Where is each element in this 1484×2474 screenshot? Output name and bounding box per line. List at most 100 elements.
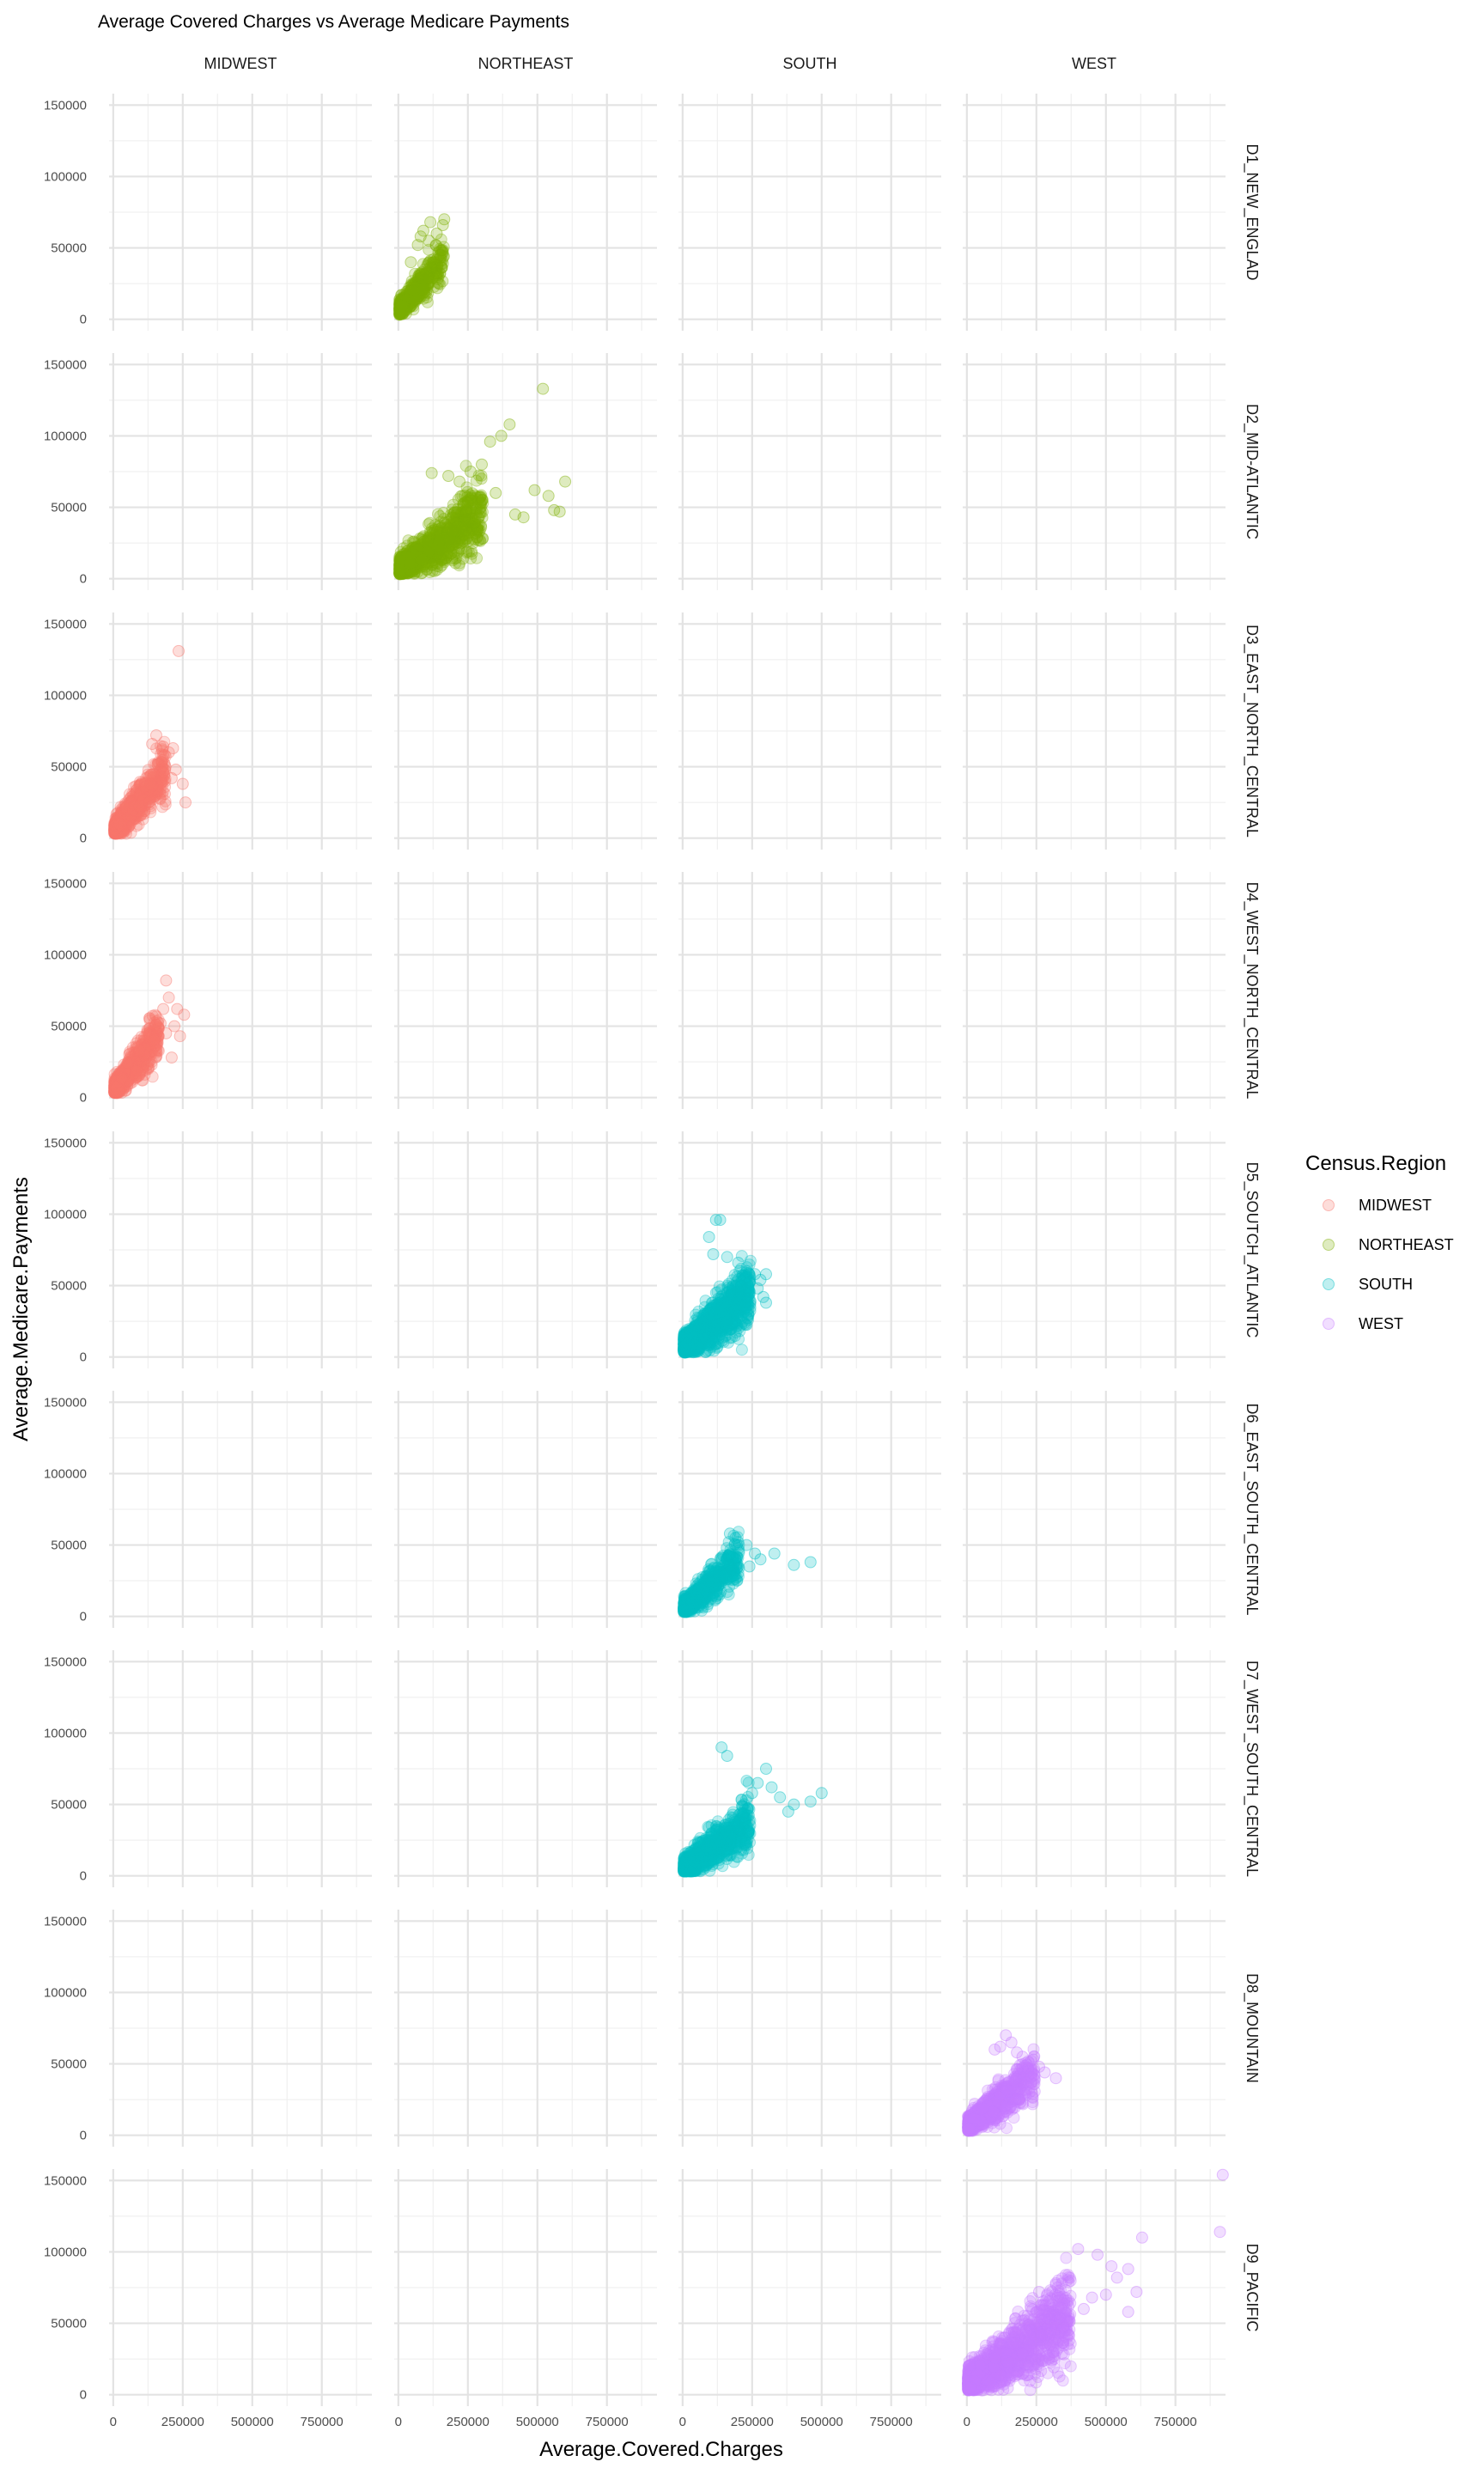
scatter-point <box>131 1064 143 1077</box>
scatter-point <box>398 294 411 307</box>
scatter-point <box>433 277 445 289</box>
scatter-point <box>409 283 422 296</box>
scatter-point <box>413 292 426 305</box>
scatter-point <box>423 269 436 282</box>
scatter-point <box>417 272 429 285</box>
scatter-point <box>394 302 407 314</box>
scatter-point <box>414 272 427 285</box>
scatter-point <box>405 285 418 298</box>
scatter-point <box>416 283 429 295</box>
scatter-point <box>437 251 450 263</box>
scatter-point <box>434 509 447 522</box>
scatter-point <box>417 283 429 296</box>
scatter-point <box>411 292 423 305</box>
scatter-point <box>397 297 410 310</box>
scatter-point <box>453 475 466 488</box>
facet-panel <box>678 1650 941 1887</box>
scatter-point <box>409 267 422 280</box>
facet-panel <box>109 1650 372 1887</box>
scatter-point <box>396 298 409 311</box>
scatter-point <box>429 258 441 271</box>
scatter-point <box>396 301 409 314</box>
scatter-point <box>412 277 425 290</box>
scatter-point <box>436 246 449 259</box>
scatter-point <box>414 282 427 295</box>
scatter-point <box>423 256 435 269</box>
scatter-point <box>393 303 406 316</box>
scatter-point <box>430 260 443 273</box>
scatter-point <box>398 302 411 315</box>
facet-panel <box>678 353 941 590</box>
scatter-point <box>399 290 411 302</box>
facet-panel <box>394 1131 657 1368</box>
scatter-point <box>396 302 409 315</box>
scatter-point <box>162 991 175 1004</box>
scatter-point <box>413 272 426 285</box>
scatter-point <box>422 258 435 271</box>
scatter-point <box>148 1033 161 1046</box>
scatter-point <box>399 296 412 309</box>
scatter-point <box>417 278 429 291</box>
scatter-point <box>405 288 418 301</box>
scatter-point <box>154 1017 167 1030</box>
scatter-point <box>418 285 431 298</box>
scatter-point <box>143 795 156 808</box>
scatter-point <box>398 294 411 307</box>
scatter-point <box>559 475 572 488</box>
scatter-point <box>173 1030 186 1043</box>
scatter-point <box>393 305 406 318</box>
scatter-point <box>395 300 408 313</box>
scatter-point <box>393 308 406 320</box>
scatter-point <box>394 303 407 316</box>
scatter-point <box>400 296 413 308</box>
scatter-point <box>553 505 566 518</box>
scatter-point <box>404 283 417 296</box>
scatter-point <box>418 268 431 281</box>
scatter-point <box>407 289 420 302</box>
scatter-point <box>394 303 407 316</box>
scatter-point <box>396 304 409 317</box>
scatter-point <box>393 304 406 317</box>
scatter-point <box>469 516 481 529</box>
scatter-point <box>436 275 449 288</box>
scatter-point <box>411 279 423 292</box>
scatter-point <box>404 285 417 297</box>
scatter-point <box>393 293 406 306</box>
scatter-point <box>404 294 417 307</box>
scatter-point <box>484 436 496 448</box>
scatter-point <box>735 1344 748 1356</box>
scatter-point <box>411 272 424 285</box>
scatter-point <box>393 301 406 314</box>
scatter-point <box>396 299 409 312</box>
scatter-point <box>508 508 521 521</box>
scatter-point <box>393 305 406 318</box>
scatter-point <box>430 267 443 280</box>
scatter-point <box>421 277 434 289</box>
scatter-point <box>409 289 422 302</box>
scatter-point <box>435 244 447 257</box>
scatter-point <box>401 295 414 307</box>
scatter-point <box>417 270 430 283</box>
scatter-point <box>431 269 444 282</box>
scatter-point <box>176 777 189 790</box>
scatter-point <box>405 295 418 308</box>
scatter-point <box>426 256 439 269</box>
scatter-point <box>420 271 433 283</box>
scatter-point <box>397 308 410 320</box>
scatter-point <box>410 282 423 294</box>
facet-panel <box>109 94 372 331</box>
scatter-point <box>179 796 192 809</box>
scatter-point <box>398 298 411 311</box>
scatter-point <box>405 289 417 302</box>
scatter-point <box>420 286 433 299</box>
scatter-point <box>167 742 179 754</box>
scatter-point <box>393 307 406 320</box>
scatter-point <box>406 279 419 292</box>
facet-panel <box>678 1910 941 2147</box>
facet-panel <box>678 1131 941 1368</box>
scatter-point <box>418 275 431 288</box>
scatter-point <box>394 297 407 310</box>
scatter-point <box>414 290 427 303</box>
scatter-point <box>404 557 417 570</box>
